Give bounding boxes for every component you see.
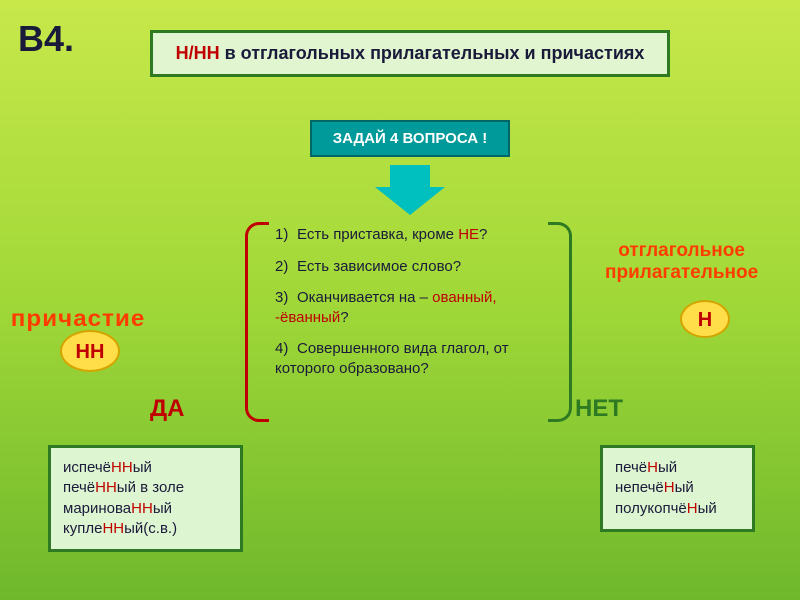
- question-list: 1)Есть приставка, кроме НЕ? 2)Есть завис…: [275, 225, 545, 390]
- question-item: 4)Совершенного вида глагол, от которого …: [275, 339, 545, 378]
- examples-left: испечёННый печёННый в золе мариноваННый …: [48, 445, 243, 552]
- brace-right-icon: [548, 222, 572, 422]
- question-item: 1)Есть приставка, кроме НЕ?: [275, 225, 545, 245]
- title-rest: в отглагольных прилагательных и причасти…: [220, 43, 645, 63]
- label-verbal-adjective: отглагольное прилагательное: [605, 240, 758, 284]
- title-box: Н/НН в отглагольных прилагательных и при…: [150, 30, 670, 77]
- title-highlight: Н/НН: [176, 43, 220, 63]
- slide-number: В4.: [18, 18, 74, 60]
- examples-right: печёНый непечёНый полукопчёНый: [600, 445, 755, 532]
- circle-n: Н: [680, 300, 730, 338]
- label-no: НЕТ: [575, 395, 623, 423]
- label-yes: ДА: [150, 395, 184, 423]
- question-item: 3)Оканчивается на – ованный, -ёванный?: [275, 288, 545, 327]
- subtitle-box: ЗАДАЙ 4 ВОПРОСА !: [310, 120, 510, 157]
- label-participle: причастие: [11, 305, 146, 332]
- brace-left-icon: [245, 222, 269, 422]
- circle-nn: НН: [60, 330, 120, 372]
- question-item: 2)Есть зависимое слово?: [275, 257, 545, 277]
